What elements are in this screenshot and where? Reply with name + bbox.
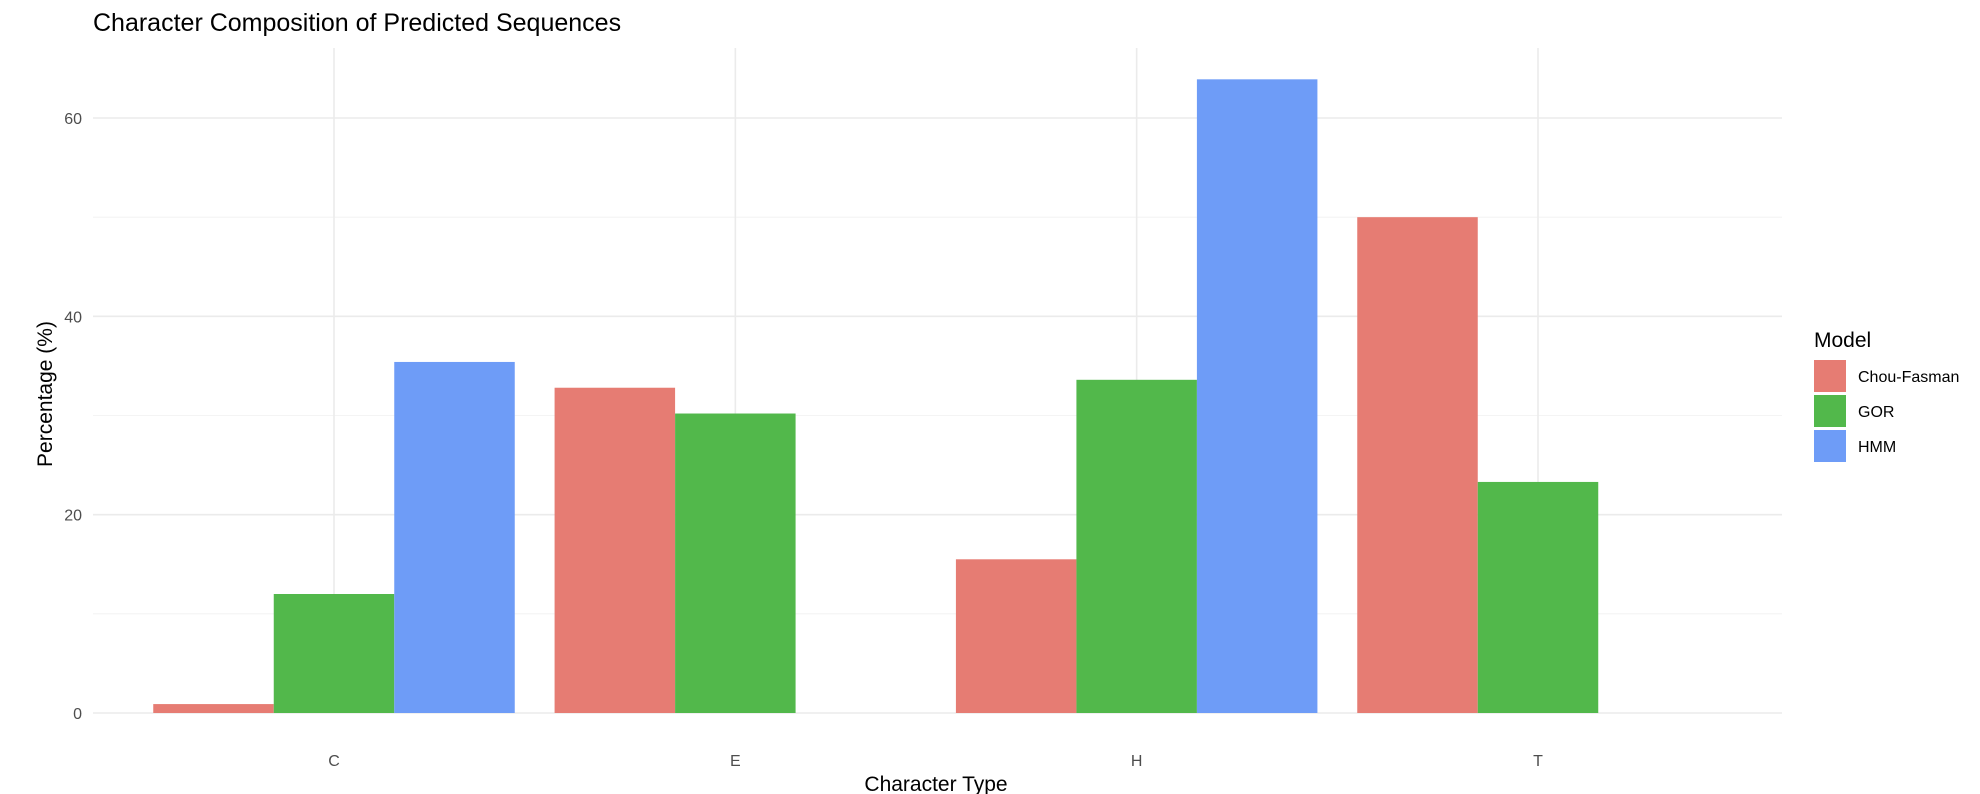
y-tick-label: 0 [73, 706, 82, 723]
bar [554, 387, 676, 713]
legend-label: HMM [1858, 439, 1896, 456]
x-tick-label: T [1533, 753, 1543, 770]
bar [1076, 379, 1197, 713]
y-tick-label: 60 [64, 111, 82, 128]
legend-title: Model [1814, 329, 1871, 352]
legend-key [1814, 360, 1846, 392]
x-tick-label: E [730, 753, 741, 770]
y-axis-title: Percentage (%) [34, 321, 57, 467]
bar [394, 361, 515, 713]
bar [1196, 79, 1318, 713]
x-axis-title: Character Type [864, 773, 1007, 794]
y-tick-label: 40 [64, 309, 82, 326]
bar [1477, 481, 1599, 713]
bar [1357, 217, 1478, 713]
bar [675, 413, 796, 713]
legend-key [1814, 430, 1846, 462]
x-tick-label: C [328, 753, 340, 770]
bar [955, 559, 1077, 713]
bar [273, 594, 395, 713]
bar [153, 704, 274, 713]
legend-key [1814, 395, 1846, 427]
y-tick-labels: 0 20 40 60 [64, 111, 82, 723]
bars [153, 79, 1599, 713]
y-tick-label: 20 [64, 508, 82, 525]
legend: Model Chou-Fasman GOR HMM [1814, 329, 1959, 462]
x-tick-label: H [1131, 753, 1143, 770]
legend-label: Chou-Fasman [1858, 369, 1959, 386]
legend-label: GOR [1858, 404, 1894, 421]
chart-title: Character Composition of Predicted Seque… [93, 9, 621, 37]
